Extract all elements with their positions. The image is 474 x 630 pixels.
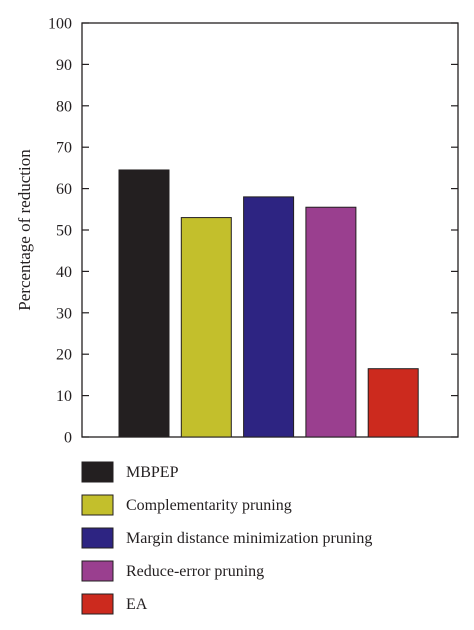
legend-label: EA: [126, 596, 148, 613]
bar-complementarity-pruning: [180, 217, 232, 438]
legend-label: Margin distance minimization pruning: [126, 530, 372, 547]
y-tick-label: 20: [56, 347, 72, 364]
bar-margin-distance-minimization-pruning: [243, 196, 295, 438]
bars: [118, 169, 419, 438]
bar-reduce-error-pruning: [305, 206, 357, 438]
y-tick-label: 50: [56, 223, 72, 240]
y-tick-label: 60: [56, 181, 72, 198]
legend-swatch: [81, 527, 114, 549]
y-tick-label: 30: [56, 305, 72, 322]
y-tick-label: 80: [56, 98, 72, 115]
y-axis-title: Percentage of reduction: [15, 149, 34, 311]
y-tick-label: 100: [48, 16, 72, 33]
y-tick-label: 0: [64, 430, 72, 447]
legend: MBPEP Complementarity pruning Margin dista…: [81, 461, 372, 615]
legend-swatch: [81, 560, 114, 582]
legend-label: Complementarity pruning: [126, 497, 292, 514]
bar-mbpep: [118, 169, 170, 438]
y-tick-label: 10: [56, 388, 72, 405]
y-axis-ticks: [82, 22, 458, 438]
legend-swatch: [81, 494, 114, 516]
y-tick-label: 40: [56, 264, 72, 281]
bar-ea: [367, 368, 419, 438]
y-tick-label: 70: [56, 140, 72, 157]
legend-swatch: [81, 461, 114, 483]
legend-swatch: [81, 593, 114, 615]
legend-label: MBPEP: [126, 464, 179, 481]
y-axis-tick-labels: 0 10 20 30 40 50 60 70 80 90 100: [48, 16, 72, 447]
y-tick-label: 90: [56, 57, 72, 74]
legend-label: Reduce-error pruning: [126, 563, 264, 580]
